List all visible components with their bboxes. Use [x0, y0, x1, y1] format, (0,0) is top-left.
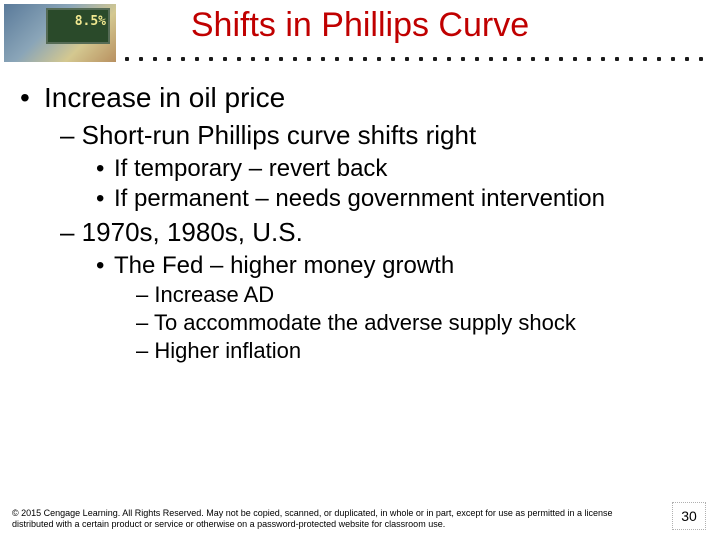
slide-title: Shifts in Phillips Curve	[0, 6, 720, 45]
bullet-l2: – Short-run Phillips curve shifts right	[60, 120, 700, 151]
bullet-l4: – Increase AD	[136, 282, 700, 308]
bullet-text: Increase in oil price	[44, 82, 285, 113]
bullet-text: If temporary – revert back	[114, 155, 387, 182]
bullet-text: If permanent – needs government interven…	[114, 185, 605, 212]
bullet-l2: – 1970s, 1980s, U.S.	[60, 217, 700, 248]
bullet-dot-icon: •	[20, 82, 44, 114]
bullet-l3: •If temporary – revert back	[96, 155, 700, 183]
bullet-text: The Fed – higher money growth	[114, 252, 454, 279]
bullet-text: – To accommodate the adverse supply shoc…	[136, 310, 576, 335]
slide-body: •Increase in oil price – Short-run Phill…	[20, 76, 700, 366]
title-divider	[120, 56, 710, 62]
bullet-text: – Higher inflation	[136, 338, 301, 363]
copyright-footer: © 2015 Cengage Learning. All Rights Rese…	[12, 508, 622, 531]
bullet-l3: •If permanent – needs government interve…	[96, 185, 700, 213]
bullet-text: – Short-run Phillips curve shifts right	[60, 120, 476, 150]
bullet-l4: – Higher inflation	[136, 338, 700, 364]
bullet-text: – 1970s, 1980s, U.S.	[60, 217, 303, 247]
bullet-l3: •The Fed – higher money growth	[96, 252, 700, 280]
bullet-l4: – To accommodate the adverse supply shoc…	[136, 310, 700, 336]
slide: Shifts in Phillips Curve •Increase in oi…	[0, 0, 720, 540]
page-number: 30	[672, 502, 706, 530]
bullet-text: – Increase AD	[136, 282, 274, 307]
bullet-dot-icon: •	[96, 185, 114, 213]
bullet-dot-icon: •	[96, 252, 114, 280]
bullet-l1: •Increase in oil price	[20, 82, 700, 114]
bullet-dot-icon: •	[96, 155, 114, 183]
